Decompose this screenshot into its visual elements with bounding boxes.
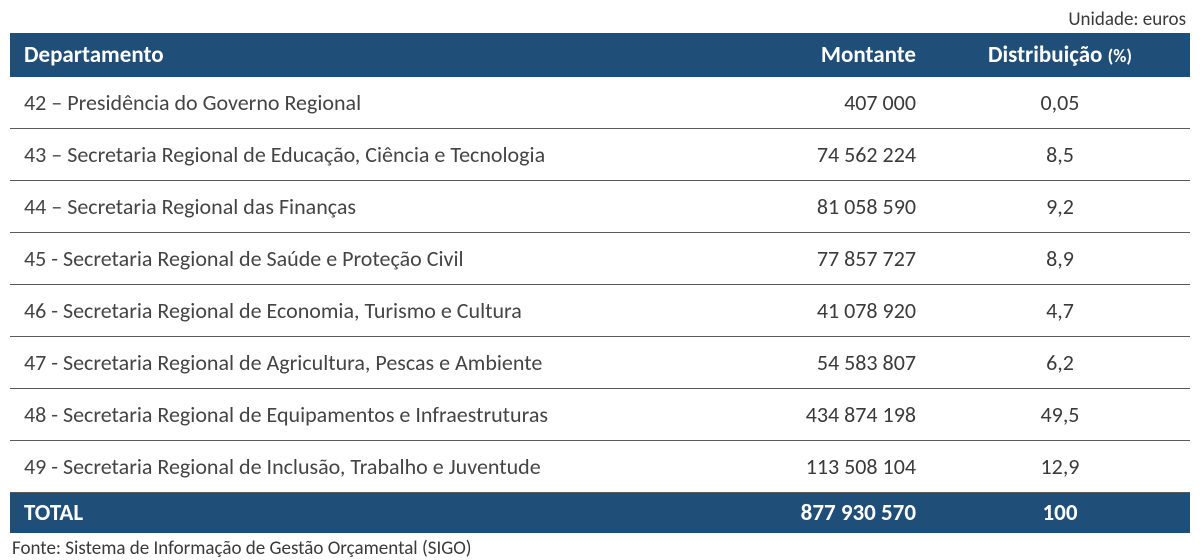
- cell-montante: 54 583 807: [700, 337, 930, 389]
- cell-montante: 41 078 920: [700, 285, 930, 337]
- table-row: 47 - Secretaria Regional de Agricultura,…: [10, 337, 1190, 389]
- cell-dept: 49 - Secretaria Regional de Inclusão, Tr…: [10, 441, 700, 493]
- col-header-distribuicao: Distribuição (%): [930, 33, 1190, 77]
- cell-montante: 74 562 224: [700, 129, 930, 181]
- col-header-montante: Montante: [700, 33, 930, 77]
- cell-distrib: 0,05: [930, 77, 1190, 129]
- cell-dept: 47 - Secretaria Regional de Agricultura,…: [10, 337, 700, 389]
- cell-dept: 42 – Presidência do Governo Regional: [10, 77, 700, 129]
- cell-distrib: 8,9: [930, 233, 1190, 285]
- table-row: 48 - Secretaria Regional de Equipamentos…: [10, 389, 1190, 441]
- unit-label: Unidade: euros: [10, 8, 1190, 33]
- table-row: 45 - Secretaria Regional de Saúde e Prot…: [10, 233, 1190, 285]
- table-row: 44 – Secretaria Regional das Finanças 81…: [10, 181, 1190, 233]
- cell-montante: 81 058 590: [700, 181, 930, 233]
- cell-montante: 407 000: [700, 77, 930, 129]
- table-total-row: TOTAL 877 930 570 100: [10, 493, 1190, 534]
- col-header-distribuicao-text: Distribuição: [988, 41, 1102, 69]
- cell-distrib: 8,5: [930, 129, 1190, 181]
- total-label: TOTAL: [10, 493, 700, 534]
- cell-distrib: 6,2: [930, 337, 1190, 389]
- cell-dept: 43 – Secretaria Regional de Educação, Ci…: [10, 129, 700, 181]
- col-header-distribuicao-suffix: (%): [1108, 45, 1132, 67]
- table-body: 42 – Presidência do Governo Regional 407…: [10, 77, 1190, 493]
- table-row: 42 – Presidência do Governo Regional 407…: [10, 77, 1190, 129]
- cell-distrib: 4,7: [930, 285, 1190, 337]
- total-montante: 877 930 570: [700, 493, 930, 534]
- table-row: 49 - Secretaria Regional de Inclusão, Tr…: [10, 441, 1190, 493]
- cell-dept: 46 - Secretaria Regional de Economia, Tu…: [10, 285, 700, 337]
- cell-dept: 48 - Secretaria Regional de Equipamentos…: [10, 389, 700, 441]
- cell-distrib: 12,9: [930, 441, 1190, 493]
- table-row: 43 – Secretaria Regional de Educação, Ci…: [10, 129, 1190, 181]
- table-header-row: Departamento Montante Distribuição (%): [10, 33, 1190, 77]
- cell-montante: 434 874 198: [700, 389, 930, 441]
- cell-montante: 77 857 727: [700, 233, 930, 285]
- col-header-departamento: Departamento: [10, 33, 700, 77]
- total-distrib: 100: [930, 493, 1190, 534]
- table-row: 46 - Secretaria Regional de Economia, Tu…: [10, 285, 1190, 337]
- cell-distrib: 9,2: [930, 181, 1190, 233]
- cell-dept: 45 - Secretaria Regional de Saúde e Prot…: [10, 233, 700, 285]
- cell-distrib: 49,5: [930, 389, 1190, 441]
- cell-montante: 113 508 104: [700, 441, 930, 493]
- cell-dept: 44 – Secretaria Regional das Finanças: [10, 181, 700, 233]
- budget-table: Departamento Montante Distribuição (%) 4…: [10, 33, 1190, 533]
- footnote: Fonte: Sistema de Informação de Gestão O…: [10, 533, 1190, 560]
